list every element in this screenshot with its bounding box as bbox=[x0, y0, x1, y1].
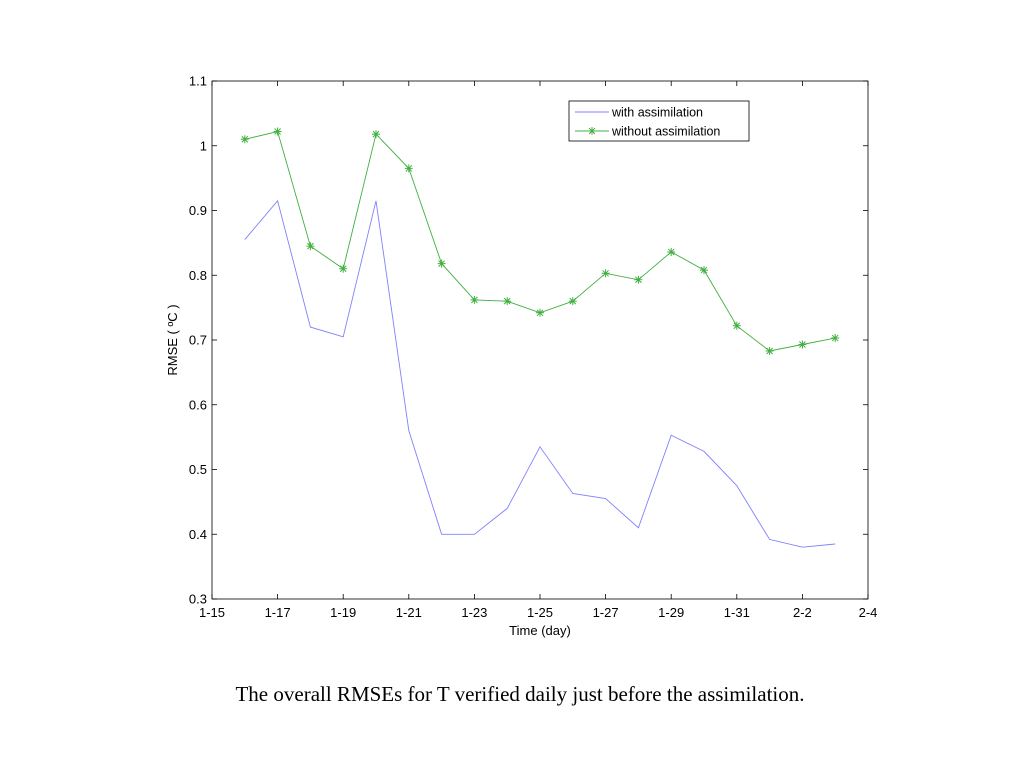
axis-ticks: 1-15 1-17 1-19 1-21 1-23 1-25 1-27 1-29 1-31 2-2 2… bbox=[189, 74, 877, 621]
series-line-with-assimilation bbox=[244, 199, 836, 548]
x-tick-label: 1-27 bbox=[593, 605, 619, 620]
data-point-marker bbox=[667, 247, 676, 256]
y-tick-label: 0.7 bbox=[189, 333, 207, 348]
y-tick-label: 0.8 bbox=[189, 268, 207, 283]
data-point-marker bbox=[831, 334, 840, 343]
legend-box bbox=[568, 100, 750, 142]
data-point-marker bbox=[372, 130, 380, 139]
data-point-marker bbox=[798, 340, 807, 349]
x-tick-label: 1-21 bbox=[396, 605, 422, 620]
series-line-without-assimilation bbox=[244, 130, 836, 352]
data-point-marker bbox=[470, 295, 479, 304]
data-point-marker bbox=[634, 275, 643, 284]
data-point-marker bbox=[240, 135, 249, 144]
x-axis-label: Time (day) bbox=[509, 623, 571, 638]
legend: with assimilation without assimilation bbox=[568, 100, 750, 142]
y-tick-label: 1 bbox=[200, 138, 207, 153]
x-tick-label: 2-4 bbox=[859, 605, 878, 620]
data-point-marker bbox=[700, 266, 708, 275]
series-lines bbox=[240, 127, 840, 548]
y-tick-label: 0.9 bbox=[189, 203, 207, 218]
y-axis-label: RMSE ( ºC ) bbox=[165, 304, 180, 375]
data-point-marker bbox=[765, 347, 774, 356]
y-tick-label: 1.1 bbox=[189, 74, 207, 89]
x-tick-label: 1-15 bbox=[199, 605, 225, 620]
x-tick-label: 1-29 bbox=[658, 605, 684, 620]
x-tick-label: 1-31 bbox=[724, 605, 750, 620]
y-tick-label: 0.5 bbox=[189, 462, 207, 477]
x-tick-label: 1-17 bbox=[265, 605, 291, 620]
y-tick-label: 0.6 bbox=[189, 397, 207, 412]
data-point-marker bbox=[273, 127, 282, 136]
data-point-marker bbox=[404, 164, 413, 173]
x-tick-label: 2-2 bbox=[793, 605, 812, 620]
plot-frame bbox=[211, 80, 869, 600]
figure-caption: The overall RMSEs for T verified daily j… bbox=[235, 682, 805, 706]
y-tick-label: 0.3 bbox=[189, 592, 207, 607]
data-point-marker bbox=[503, 297, 512, 306]
data-point-marker bbox=[306, 242, 315, 251]
data-point-marker bbox=[437, 259, 446, 268]
x-tick-label: 1-23 bbox=[461, 605, 487, 620]
data-point-marker bbox=[601, 269, 610, 278]
data-point-marker bbox=[536, 308, 544, 317]
x-tick-label: 1-19 bbox=[330, 605, 356, 620]
legend-label: with assimilation bbox=[611, 106, 703, 120]
data-point-marker bbox=[732, 321, 741, 330]
data-point-marker bbox=[568, 297, 577, 306]
y-tick-label: 0.4 bbox=[189, 527, 207, 542]
rmse-line-chart: 1-15 1-17 1-19 1-21 1-23 1-25 1-27 1-29 1-31 2-2 2… bbox=[165, 74, 877, 639]
legend-label: without assimilation bbox=[611, 125, 720, 139]
data-point-marker bbox=[588, 127, 596, 135]
x-tick-label: 1-25 bbox=[527, 605, 553, 620]
data-point-marker bbox=[339, 264, 348, 273]
